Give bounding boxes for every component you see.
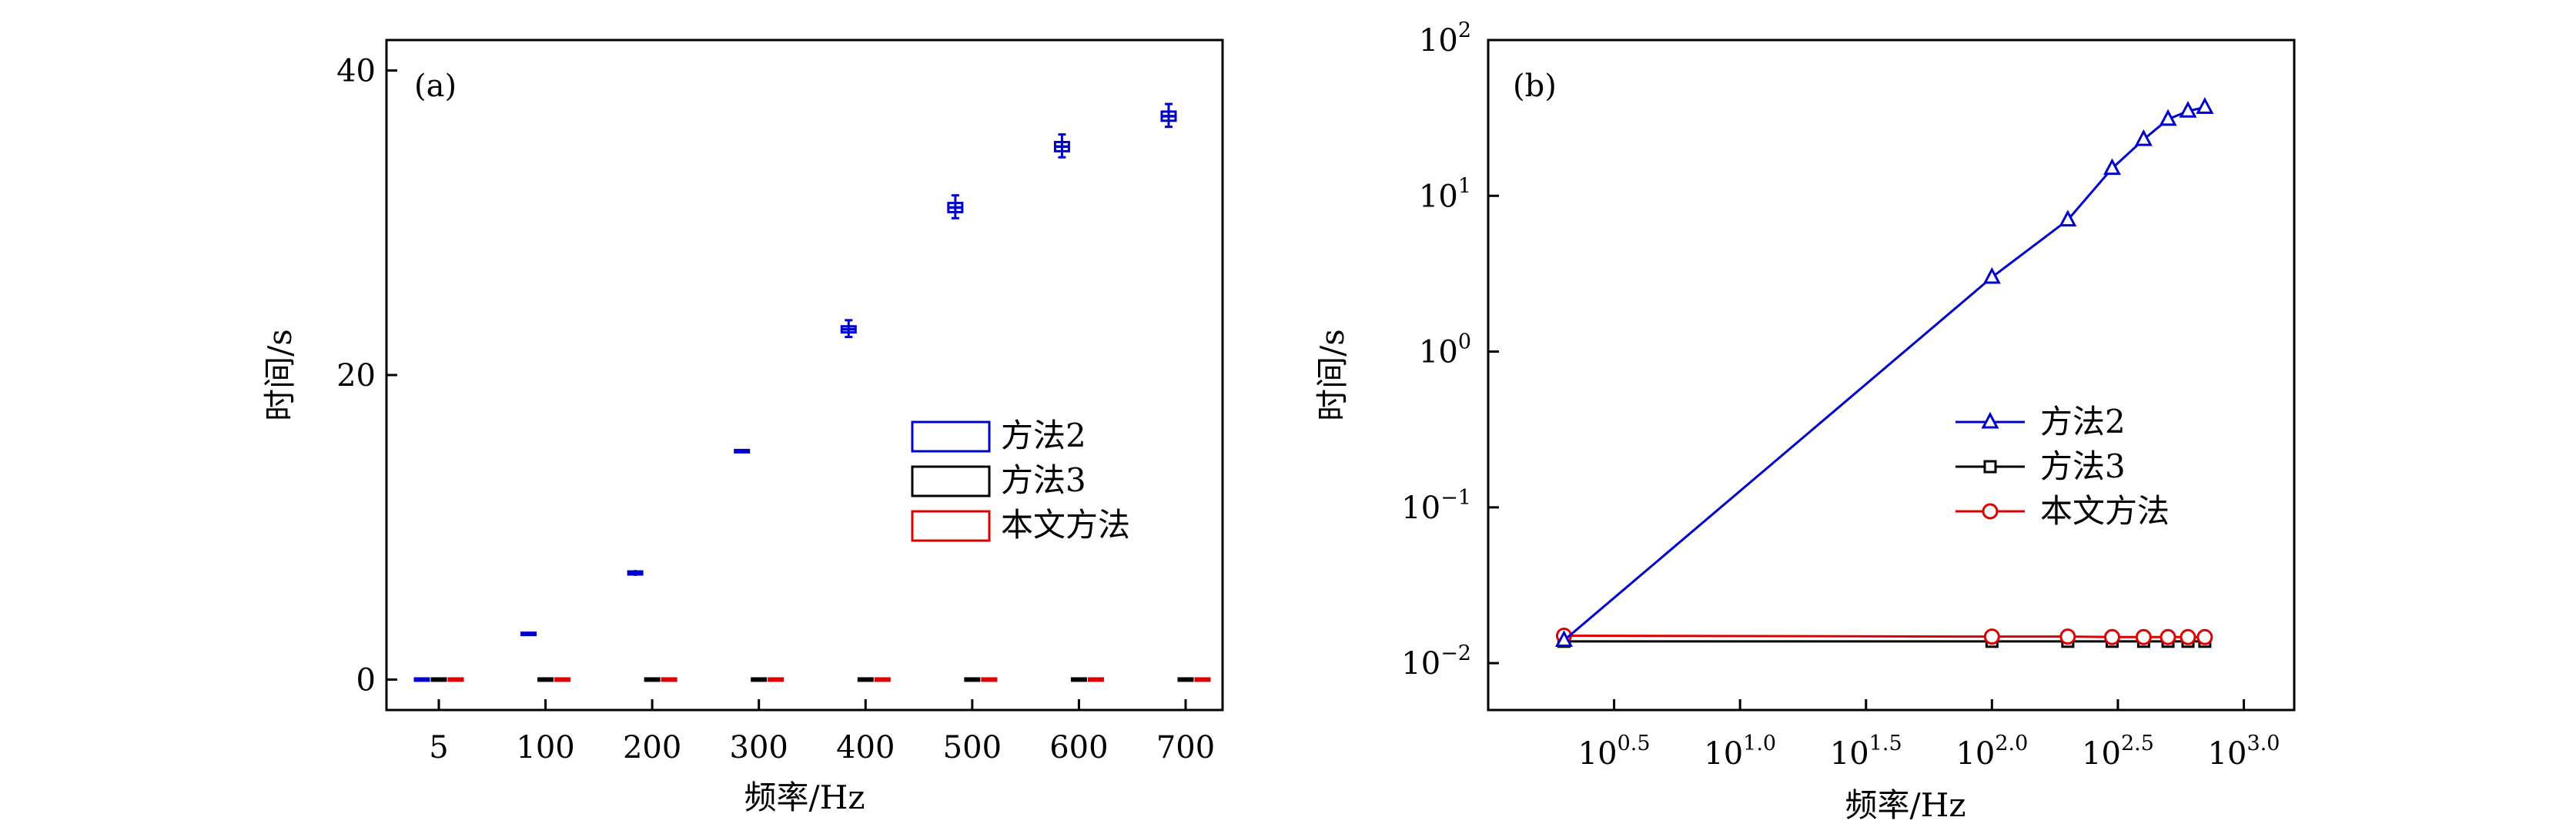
legend-swatch-a: [911, 420, 991, 453]
data-point-marker: [2134, 129, 2153, 146]
box-mark: [644, 677, 661, 682]
y-axis-label-b: 时间/s: [1313, 329, 1351, 421]
x-tick-label-a: 5: [429, 730, 448, 765]
box-mark: [947, 194, 964, 219]
data-point-marker: [2180, 628, 2196, 645]
box-mark: [857, 677, 874, 682]
x-tick-label-a: 400: [836, 730, 895, 765]
box-marks-a: [413, 102, 1211, 682]
data-point-marker: [2103, 628, 2120, 645]
plot-frame-b: [1487, 39, 2296, 712]
data-point-marker: [1982, 266, 2001, 284]
x-tick-label-a: 300: [730, 730, 788, 765]
box-mark: [1070, 677, 1087, 682]
data-point-marker: [1983, 628, 2000, 645]
x-axis-ticks-b: 100.5 101.0 101.5 102.0 102.5 103.0: [1578, 699, 2280, 772]
legend-label-b: 方法3: [2040, 447, 2126, 485]
box-mark: [661, 677, 677, 682]
x-tick-label-a: 100: [516, 730, 574, 765]
data-point-marker: [1983, 460, 1997, 474]
series-line: [1563, 106, 2206, 641]
y-tick-label-a: 0: [356, 662, 376, 698]
data-point-marker: [2159, 628, 2176, 645]
box-mark: [751, 677, 768, 682]
panel-label-b: (b): [1513, 69, 1557, 104]
y-tick-label-b: 102: [1419, 18, 1471, 59]
legend-b: 方法2 方法3 本文方法: [1955, 403, 2170, 530]
legend-swatch-a: [911, 465, 991, 497]
data-point-marker: [2196, 97, 2214, 114]
y-axis-label-a: 时间/s: [261, 329, 299, 421]
legend-label-a: 本文方法: [1001, 506, 1130, 544]
y-tick-label-a: 40: [336, 54, 376, 89]
y-axis-ticks-b: 10−2 10−1 100 101 102: [1401, 18, 1499, 682]
data-point-marker: [2196, 628, 2213, 645]
box-mark: [1053, 133, 1070, 159]
x-tick-label-a: 200: [623, 730, 681, 765]
box-mark: [1194, 677, 1211, 682]
x-tick-label-b: 103.0: [2208, 732, 2280, 772]
box-mark: [964, 677, 981, 682]
legend-label-a: 方法2: [1001, 417, 1086, 454]
x-tick-label-b: 101.0: [1704, 732, 1776, 772]
legend-label-b: 方法2: [2040, 403, 2126, 440]
box-mark: [981, 677, 998, 682]
y-axis-ticks-a: 0 20 40: [336, 54, 397, 698]
y-tick-label-b: 100: [1419, 330, 1471, 370]
box-mark: [874, 677, 891, 682]
box-mark: [1087, 677, 1104, 682]
legend-swatch-a: [911, 510, 991, 542]
data-point-marker: [1981, 411, 1999, 429]
x-axis-label-a: 频率/Hz: [744, 779, 865, 816]
box-mark: [627, 570, 644, 576]
data-point-marker: [2159, 109, 2177, 126]
chart-panel-a: (a) 0 20 40 5 100 200 300 400 500 600 700 频率/Hz 时…: [261, 39, 1224, 816]
box-mark: [413, 677, 430, 682]
x-tick-label-a: 500: [943, 730, 1002, 765]
series-0: [1555, 97, 2214, 648]
y-tick-label-b: 10−1: [1401, 486, 1471, 526]
data-point-marker: [2059, 628, 2076, 645]
box-mark: [520, 631, 537, 637]
x-axis-label-b: 频率/Hz: [1845, 786, 1966, 824]
data-point-marker: [1982, 503, 1999, 520]
plot-frame-a: [385, 39, 1224, 712]
box-mark: [537, 677, 554, 682]
x-tick-label-a: 600: [1049, 730, 1108, 765]
legend-label-b: 本文方法: [2040, 492, 2170, 530]
x-tick-label-b: 101.5: [1830, 732, 1902, 772]
data-point-marker: [2103, 158, 2121, 176]
data-point-marker: [2059, 209, 2077, 227]
data-point-marker: [2179, 101, 2197, 118]
legend-a: 方法2 方法3 本文方法: [911, 417, 1130, 544]
y-tick-label-b: 10−2: [1401, 641, 1471, 682]
x-tick-label-a: 700: [1156, 730, 1215, 765]
data-point-marker: [1555, 630, 1573, 648]
box-mark: [447, 677, 464, 682]
x-tick-label-b: 102.5: [2082, 732, 2154, 772]
box-mark: [1160, 102, 1177, 129]
box-mark: [430, 677, 447, 682]
legend-label-a: 方法3: [1001, 461, 1086, 499]
box-mark: [734, 448, 751, 454]
panel-label-a: (a): [414, 69, 457, 104]
box-mark: [768, 677, 785, 682]
box-mark: [840, 319, 857, 339]
y-tick-label-b: 101: [1419, 174, 1471, 214]
box-mark: [554, 677, 571, 682]
x-tick-label-b: 102.0: [1955, 732, 2028, 772]
series-lines-b: [1555, 97, 2214, 648]
series-2: [1555, 627, 2213, 645]
chart-panel-b: (b) 10−2 10−1 100 101 102 100.5 101.0 101.5 102…: [1313, 18, 2296, 824]
x-axis-ticks-a: 5 100 200 300 400 500 600 700: [429, 699, 1215, 765]
x-tick-label-b: 100.5: [1578, 732, 1651, 772]
y-tick-label-a: 20: [336, 358, 376, 394]
data-point-marker: [2135, 628, 2152, 645]
box-mark: [1177, 677, 1194, 682]
